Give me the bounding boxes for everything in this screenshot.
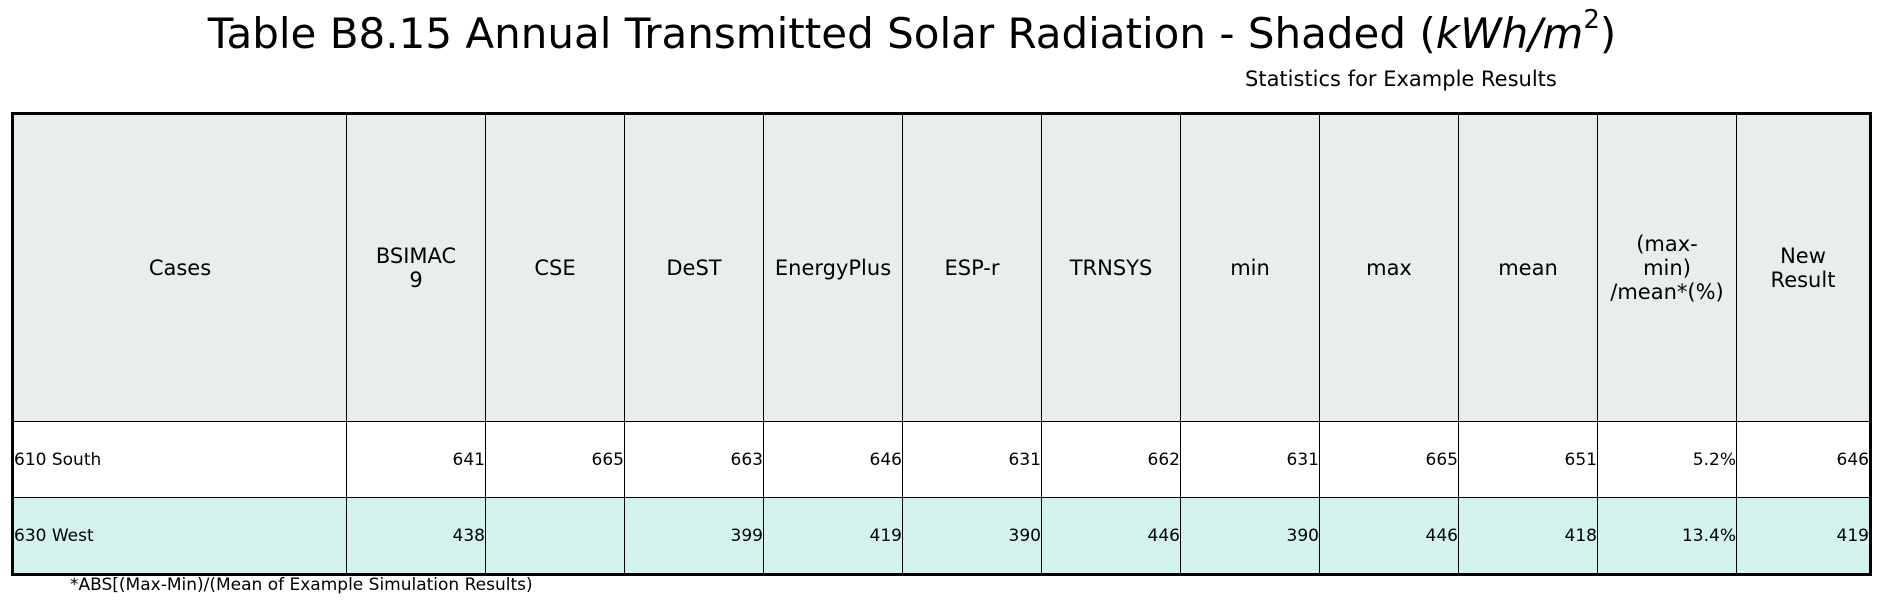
results-table: Cases BSIMAC 9 CSE DeST EnergyPlus ESP-r TRNSYS… [11, 112, 1872, 576]
table-title: Table B8.15 Annual Transmitted Solar Rad… [0, 6, 1824, 62]
value-cell: 646 [763, 421, 903, 498]
value-cell: 13.4% [1597, 497, 1737, 575]
title-text: Table B8.15 Annual Transmitted Solar Rad… [207, 9, 1436, 58]
value-cell: 665 [485, 421, 625, 498]
column-header-line: min) [1643, 256, 1691, 280]
footnote: *ABS[(Max-Min)/(Mean of Example Simulati… [70, 575, 533, 595]
column-header-line: (max- [1636, 232, 1698, 256]
column-header: BSIMAC 9 [346, 113, 486, 422]
value-cell: 631 [902, 421, 1042, 498]
value-cell [485, 497, 625, 575]
value-cell: 641 [346, 421, 486, 498]
column-header-line: CSE [534, 256, 576, 280]
title-unit-exponent: 2 [1583, 5, 1600, 35]
column-header-line: EnergyPlus [774, 256, 892, 280]
column-header-line: min [1230, 256, 1270, 280]
case-name-cell: 610 South [12, 421, 347, 498]
table-row: 630 West 438 399 419 390 446 390 446 418 13.4% 419 [12, 497, 1871, 575]
value-cell: 419 [1736, 497, 1871, 575]
column-header-line: Result [1770, 268, 1836, 292]
value-cell: 418 [1458, 497, 1598, 575]
column-header: ESP-r [902, 113, 1042, 422]
column-header-line: DeST [666, 256, 722, 280]
header-row: Cases BSIMAC 9 CSE DeST EnergyPlus ESP-r TRNSYS… [12, 113, 1871, 422]
column-header-line: max [1366, 256, 1412, 280]
value-cell: 390 [1180, 497, 1320, 575]
column-header-line: New [1780, 244, 1826, 268]
column-header-line: Cases [148, 256, 212, 280]
column-header-line: BSIMAC [375, 244, 457, 268]
column-header-line: 9 [409, 268, 423, 292]
value-cell: 665 [1319, 421, 1459, 498]
case-name-cell: 630 West [12, 497, 347, 575]
value-cell: 663 [624, 421, 764, 498]
column-header: CSE [485, 113, 625, 422]
column-header: max [1319, 113, 1459, 422]
value-cell: 446 [1041, 497, 1181, 575]
value-cell: 419 [763, 497, 903, 575]
value-cell: 399 [624, 497, 764, 575]
column-header: mean [1458, 113, 1598, 422]
value-cell: 651 [1458, 421, 1598, 498]
table-row: 610 South 641 665 663 646 631 662 631 665 651 5.2%… [12, 421, 1871, 498]
value-cell: 438 [346, 497, 486, 575]
column-header-line: ESP-r [944, 256, 1000, 280]
title-close: ) [1599, 9, 1617, 58]
column-header-line: /mean*(%) [1610, 280, 1724, 304]
column-header: Cases [12, 113, 347, 422]
column-header-line: TRNSYS [1069, 256, 1153, 280]
column-header-line: mean [1498, 256, 1558, 280]
value-cell: 646 [1736, 421, 1871, 498]
column-header: TRNSYS [1041, 113, 1181, 422]
table-body: 610 South 641 665 663 646 631 662 631 665 651 5.2%… [12, 421, 1871, 575]
value-cell: 446 [1319, 497, 1459, 575]
title-unit: kWh/m [1435, 9, 1584, 58]
column-header: (max-min)/mean*(%) [1597, 113, 1737, 422]
value-cell: 662 [1041, 421, 1181, 498]
value-cell: 390 [902, 497, 1042, 575]
value-cell: 631 [1180, 421, 1320, 498]
column-header: EnergyPlus [763, 113, 903, 422]
value-cell: 5.2% [1597, 421, 1737, 498]
column-header: DeST [624, 113, 764, 422]
column-header: min [1180, 113, 1320, 422]
table-subtitle: Statistics for Example Results [1245, 67, 1557, 91]
column-header: New Result [1736, 113, 1871, 422]
